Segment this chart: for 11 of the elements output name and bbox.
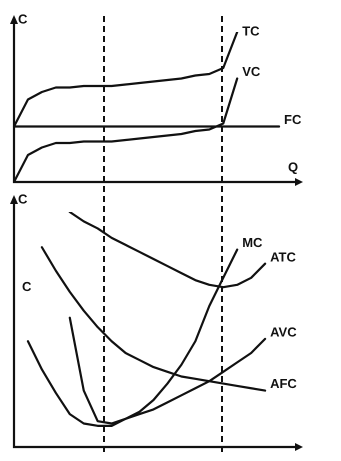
series-label: VC xyxy=(242,64,261,80)
y-axis-title: C xyxy=(18,12,28,27)
series-label: ATC xyxy=(270,249,296,264)
series-label: MC xyxy=(242,235,264,250)
series-label: AVC xyxy=(270,324,298,340)
series-label: FC xyxy=(284,112,302,128)
series-label: TC xyxy=(242,24,260,39)
annotation: C xyxy=(22,278,32,294)
x-axis-title: Q xyxy=(288,160,298,175)
series-label: AFC xyxy=(270,376,298,392)
y-axis-title: C xyxy=(18,192,28,207)
